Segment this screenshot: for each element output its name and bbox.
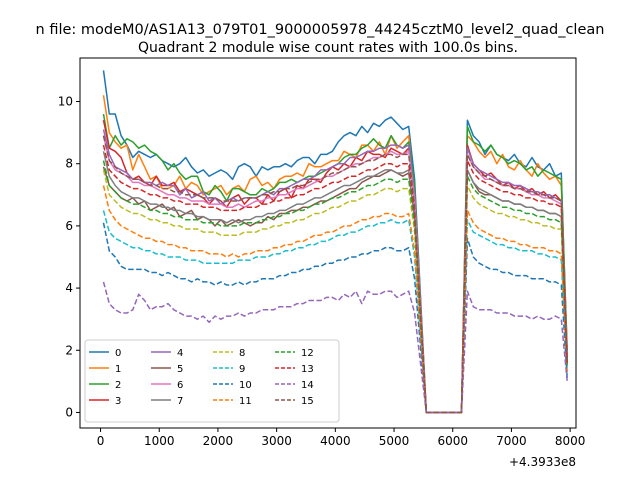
series-line-12 bbox=[102, 160, 568, 414]
y-axis: 0 2 4 6 8 10 bbox=[58, 95, 80, 419]
y-tick-label: 2 bbox=[65, 343, 73, 357]
x-tick-label: 4000 bbox=[320, 434, 351, 448]
series-line-15 bbox=[102, 135, 568, 414]
legend-label: 4 bbox=[177, 348, 183, 359]
legend-label: 3 bbox=[115, 396, 121, 407]
legend-label: 13 bbox=[301, 364, 314, 375]
x-tick-label: 0 bbox=[97, 434, 105, 448]
x-axis: 0 1000 2000 3000 4000 5000 6000 7000 8000 bbox=[97, 428, 586, 448]
x-axis-offset-label: +4.3933e8 bbox=[509, 455, 576, 469]
series-line-4 bbox=[102, 129, 568, 414]
legend-label: 10 bbox=[239, 380, 252, 391]
x-tick-label: 8000 bbox=[555, 434, 586, 448]
y-tick-label: 0 bbox=[65, 405, 73, 419]
axes-frame bbox=[79, 57, 577, 429]
legend-label: 7 bbox=[177, 396, 183, 407]
series-line-9 bbox=[102, 210, 568, 414]
legend-label: 14 bbox=[301, 380, 314, 391]
y-tick-label: 6 bbox=[65, 219, 73, 233]
legend-label: 12 bbox=[301, 348, 314, 359]
legend-label: 1 bbox=[115, 364, 121, 375]
series-line-14 bbox=[102, 281, 568, 414]
x-tick-label: 1000 bbox=[144, 434, 175, 448]
y-tick-label: 4 bbox=[65, 281, 73, 295]
legend-frame bbox=[84, 339, 340, 423]
x-tick-label: 6000 bbox=[437, 434, 468, 448]
legend-label: 15 bbox=[301, 396, 314, 407]
series-line-11 bbox=[102, 185, 568, 414]
x-tick-label: 7000 bbox=[496, 434, 527, 448]
legend-label: 5 bbox=[177, 364, 183, 375]
x-tick-label: 5000 bbox=[379, 434, 410, 448]
y-tick-label: 10 bbox=[58, 95, 73, 109]
series-line-10 bbox=[102, 222, 568, 414]
series-line-7 bbox=[102, 151, 568, 414]
y-tick-label: 8 bbox=[65, 157, 73, 171]
legend-label: 0 bbox=[115, 348, 121, 359]
legend-label: 9 bbox=[239, 364, 245, 375]
legend-label: 2 bbox=[115, 380, 121, 391]
chart-title: Quadrant 2 module wise count rates with … bbox=[138, 40, 518, 56]
legend-label: 11 bbox=[239, 396, 252, 407]
series-lines bbox=[102, 70, 568, 414]
figure-suptitle: n file: modeM0/AS1A13_079T01_9000005978_… bbox=[36, 22, 605, 38]
series-line-8 bbox=[102, 169, 568, 414]
legend-label: 6 bbox=[177, 380, 183, 391]
series-line-13 bbox=[102, 144, 568, 414]
x-tick-label: 3000 bbox=[261, 434, 292, 448]
series-line-1 bbox=[102, 95, 568, 414]
legend-label: 8 bbox=[239, 348, 245, 359]
x-tick-label: 2000 bbox=[203, 434, 234, 448]
